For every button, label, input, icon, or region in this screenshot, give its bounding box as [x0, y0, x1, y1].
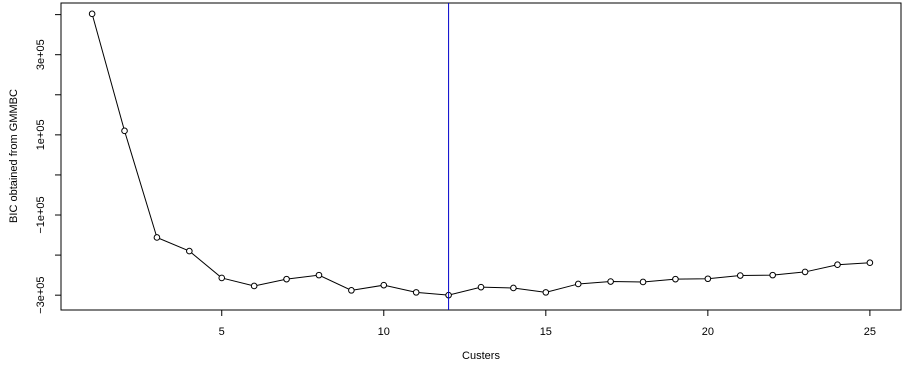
- data-point: [542, 289, 550, 296]
- data-point: [153, 234, 161, 241]
- data-point: [607, 278, 614, 285]
- data-point: [218, 274, 226, 282]
- y-tick-label: 3e+05: [35, 39, 47, 70]
- data-point: [348, 287, 355, 294]
- y-tick-label: −1e+05: [35, 196, 47, 233]
- data-point: [801, 268, 809, 276]
- data-point: [704, 275, 712, 283]
- data-point: [510, 284, 517, 292]
- x-axis: 5 10 15 20 25: [219, 310, 876, 338]
- data-point: [412, 289, 420, 296]
- data-point: [250, 282, 258, 290]
- y-tick-label: 1e+05: [35, 119, 47, 150]
- x-tick-label: 25: [864, 326, 876, 338]
- x-tick-label: 5: [219, 326, 225, 338]
- series-group: [88, 10, 874, 299]
- y-tick-label: −3e+05: [35, 277, 47, 314]
- data-point: [283, 275, 290, 283]
- x-tick-label: 15: [540, 326, 552, 338]
- data-point: [88, 10, 96, 18]
- data-point: [769, 271, 776, 279]
- x-tick-label: 10: [378, 326, 390, 338]
- data-point: [477, 283, 485, 291]
- data-point: [186, 247, 193, 255]
- data-point: [736, 272, 744, 279]
- plot-frame: [60, 2, 902, 311]
- data-point: [315, 271, 323, 279]
- y-axis-title: BIC obtained from GMMBC: [8, 89, 20, 223]
- y-axis: −3e+05 −1e+05 1e+05 3e+05: [35, 14, 61, 314]
- data-point: [380, 281, 388, 289]
- data-point: [574, 280, 582, 288]
- data-point: [834, 261, 841, 269]
- data-point: [639, 278, 647, 286]
- x-axis-title: Custers: [462, 350, 500, 362]
- data-point: [121, 127, 128, 135]
- series-line: [91, 13, 870, 296]
- x-tick-label: 20: [702, 326, 714, 338]
- data-point: [866, 259, 874, 267]
- data-point: [672, 275, 679, 283]
